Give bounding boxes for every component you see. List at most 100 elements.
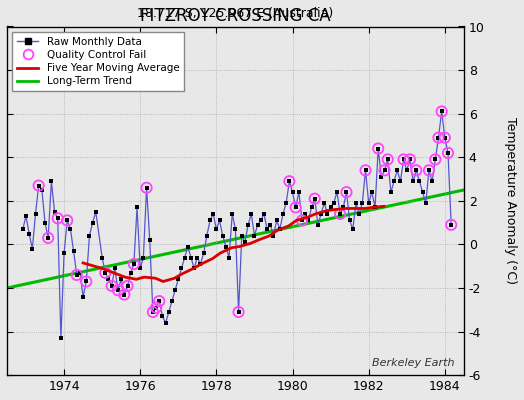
Point [120,291,128,298]
Point [50,208,59,215]
Point [123,283,132,289]
Point [412,167,420,174]
Point [180,254,189,261]
Point [165,309,173,315]
Point [143,184,151,191]
Point [428,178,436,184]
Point [53,215,62,222]
Point [371,204,379,210]
Point [158,313,167,320]
Point [304,217,313,224]
Point [187,254,195,261]
Point [409,178,417,184]
Point [339,204,347,210]
Point [231,226,239,232]
Point [152,304,160,311]
Point [380,167,389,174]
Point [168,298,176,304]
Point [25,230,34,237]
Point [406,156,414,163]
Point [399,156,408,163]
Point [107,283,116,289]
Point [41,220,49,226]
Point [85,232,94,239]
Point [28,246,37,252]
Point [129,261,138,267]
Point [133,204,141,210]
Point [152,304,160,311]
Point [291,204,300,210]
Point [228,211,236,217]
Point [291,204,300,210]
Point [342,189,351,195]
Point [444,150,452,156]
Point [155,298,163,304]
Point [35,182,43,189]
Point [368,189,376,195]
Point [120,291,128,298]
Point [136,265,145,272]
Point [330,200,338,206]
Point [72,272,81,278]
Point [117,276,125,282]
Point [279,211,287,217]
Point [143,184,151,191]
Point [203,232,211,239]
Point [365,200,373,206]
Point [323,211,332,217]
Point [348,226,357,232]
Point [387,189,395,195]
Point [53,215,62,222]
Point [447,222,455,228]
Point [298,217,306,224]
Point [69,248,78,254]
Point [311,196,319,202]
Point [44,235,52,241]
Point [260,211,268,217]
Point [190,265,199,272]
Point [294,189,303,195]
Point [222,244,230,250]
Point [374,145,383,152]
Point [146,237,154,243]
Point [425,167,433,174]
Point [241,239,249,246]
Point [31,211,40,217]
Point [101,270,110,276]
Point [384,156,392,163]
Point [66,226,74,232]
Point [402,167,411,174]
Point [317,211,325,217]
Point [76,270,84,276]
Point [390,178,398,184]
Point [266,222,275,228]
Point [377,174,386,180]
Point [269,232,278,239]
Point [352,200,360,206]
Point [431,156,440,163]
Point [72,272,81,278]
Point [215,217,224,224]
Point [234,309,243,315]
Point [22,213,30,219]
Point [434,134,443,141]
Point [399,156,408,163]
Point [111,265,119,272]
Point [161,320,170,326]
Point [38,187,46,193]
Point [219,232,227,239]
Point [63,217,71,224]
Point [380,167,389,174]
Point [19,226,27,232]
Point [209,211,217,217]
Point [336,211,344,217]
Point [384,156,392,163]
Point [63,217,71,224]
Point [298,217,306,224]
Point [196,261,205,267]
Point [311,196,319,202]
Point [320,200,329,206]
Point [225,254,233,261]
Point [149,309,157,315]
Point [79,294,88,300]
